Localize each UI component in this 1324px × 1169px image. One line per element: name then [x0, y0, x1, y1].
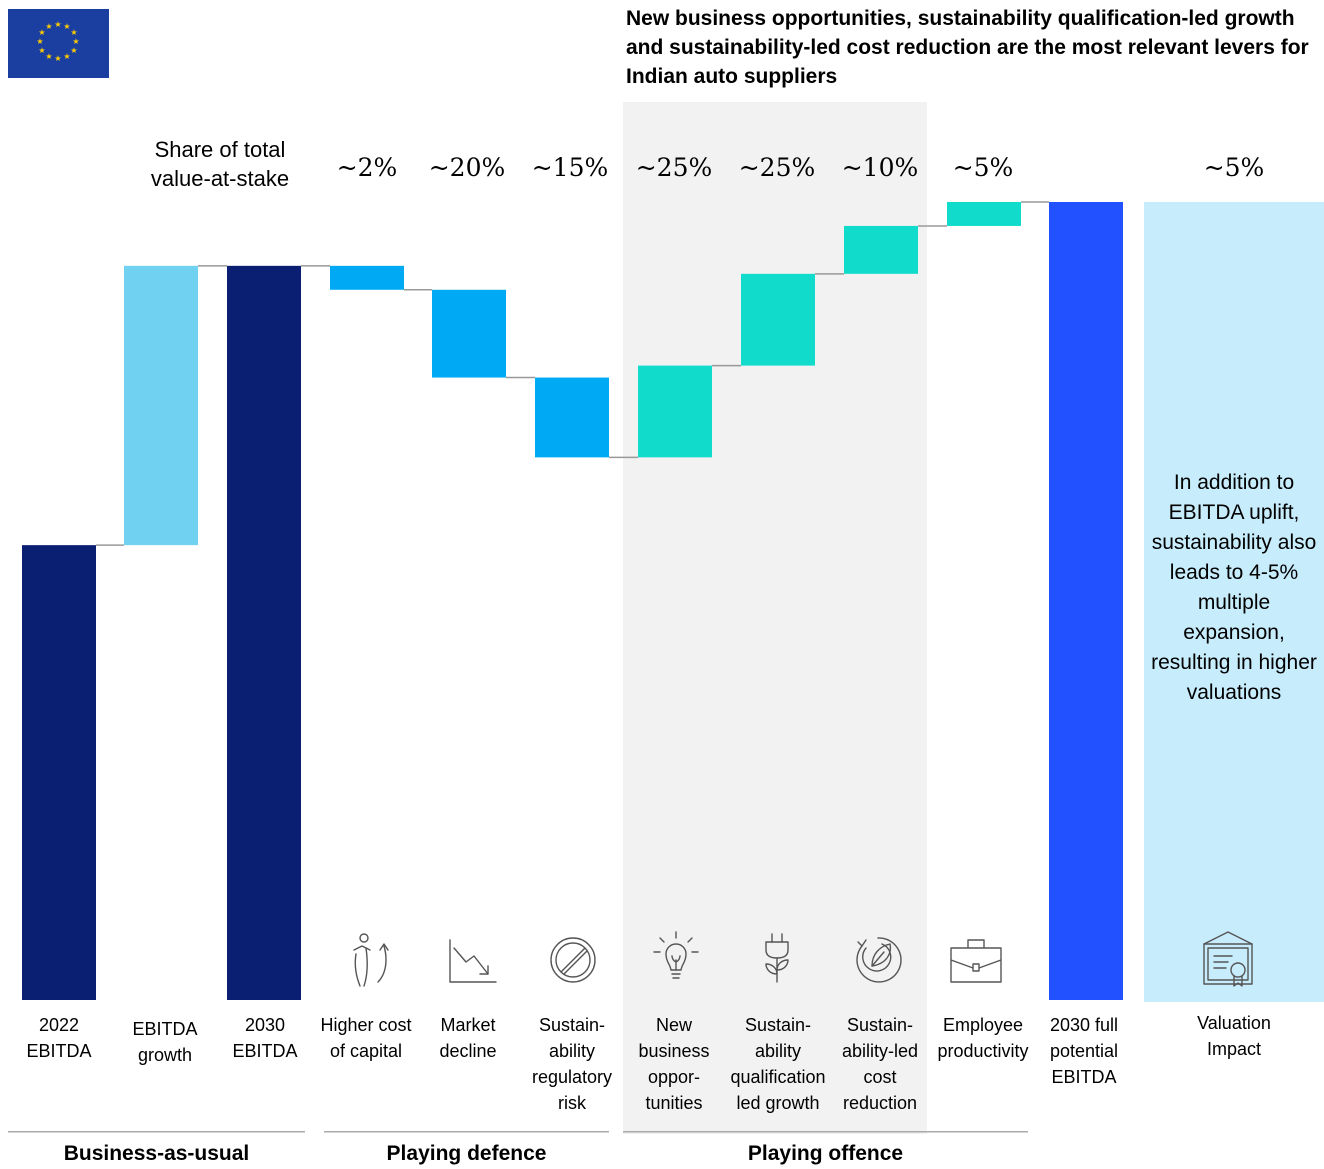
bar-sustain-ability-regulatory-risk [535, 377, 609, 458]
category-label-valuation-impact: Valuation Impact [1197, 1013, 1271, 1059]
bar-market-decline [432, 289, 506, 378]
section-business-as-usual: Business-as-usual [63, 1142, 250, 1165]
briefcase-icon [950, 939, 1002, 983]
category-label-ebitda-growth: EBITDA growth [132, 1019, 198, 1065]
svg-text:★: ★ [45, 22, 52, 31]
share-of-value-title: Share of total value-at-stake [120, 135, 320, 193]
connector-lines [96, 201, 1049, 546]
category-label-2030-ebitda: 2030 EBITDA [232, 1015, 298, 1061]
section-playing-offence: Playing offence [747, 1142, 904, 1165]
svg-text:★: ★ [38, 46, 45, 55]
bar-new-business-oppor-tunities [638, 365, 712, 458]
share-new-business: ~25% [635, 153, 713, 182]
valuation-note: In addition to EBITDA uplift, sustainabi… [1151, 471, 1317, 704]
share-higher-cost-of-capital: ~2% [336, 153, 398, 182]
section-playing-defence: Playing defence [386, 1142, 547, 1165]
valuation-panel [1144, 202, 1324, 1002]
svg-text:★: ★ [63, 22, 70, 31]
bar-higher-cost-of-capital [330, 265, 404, 290]
svg-text:★: ★ [72, 37, 79, 46]
lightbulb-icon [653, 931, 699, 979]
share-title-line-1: Share of total [154, 137, 286, 162]
share-valuation-impact: ~5% [1203, 153, 1265, 182]
category-label-qualification-growth: Sustain-ability qualification led growth [730, 1015, 826, 1113]
share-employee-productivity: ~5% [952, 153, 1014, 182]
bar-2022-ebitda [22, 545, 96, 1000]
svg-text:★: ★ [45, 52, 52, 61]
svg-text:★: ★ [54, 20, 61, 29]
category-label-2022-ebitda: 2022 EBITDA [26, 1015, 92, 1061]
category-label-cost-reduction: Sustain-ability-led cost reduction [841, 1015, 919, 1113]
svg-text:★: ★ [70, 28, 77, 37]
decline-chart-icon [449, 939, 497, 983]
section-line-business-as-usual [8, 1131, 305, 1133]
section-line-playing-defence [324, 1131, 609, 1133]
eu-flag-logo: ★ ★ ★ ★ ★ ★ ★ ★ ★ ★ ★ ★ [8, 9, 109, 78]
svg-text:★: ★ [63, 52, 70, 61]
category-label-employee-productivity: Employee productivity [937, 1015, 1029, 1061]
bar-sustain-ability-qualification-led-growth [741, 273, 815, 366]
share-title-line-2: value-at-stake [150, 166, 290, 191]
share-cost-reduction: ~10% [841, 153, 919, 182]
person-arrow-icon [353, 933, 389, 987]
category-label-full-potential-ebitda: 2030 full potential EBITDA [1049, 1015, 1119, 1087]
prohibited-icon [550, 937, 596, 983]
icons [353, 931, 1253, 987]
category-label-regulatory-risk: Sustain-ability regulatory risk [531, 1015, 613, 1113]
share-regulatory-risk: ~15% [531, 153, 609, 182]
certificate-icon [1203, 931, 1253, 987]
bars [22, 202, 1123, 1001]
svg-text:★: ★ [70, 46, 77, 55]
section-line-playing-offence [623, 1131, 1028, 1133]
share-qualification-growth: ~25% [738, 153, 816, 182]
category-label-higher-cost-of-capital: Higher cost of capital [320, 1015, 412, 1061]
chart-headline: New business opportunities, sustainabili… [626, 7, 1309, 88]
bar-2030-ebitda [227, 265, 301, 1001]
category-label-market-decline: Market decline [439, 1015, 497, 1061]
bar-2030-full-potential-ebitda [1049, 202, 1123, 1000]
plug-plant-icon [765, 933, 789, 983]
category-label-new-business: New business oppor-tunities [638, 1015, 710, 1113]
bar-ebitda-growth [124, 265, 198, 546]
section-separators [8, 1131, 1028, 1133]
svg-text:★: ★ [36, 37, 43, 46]
svg-text:★: ★ [54, 54, 61, 63]
leaf-cycle-icon [856, 937, 902, 983]
bar-sustain-ability-led-cost-reduction [844, 225, 918, 274]
share-market-decline: ~20% [428, 153, 506, 182]
bar-employee-productivity [947, 202, 1021, 226]
svg-text:★: ★ [38, 28, 45, 37]
